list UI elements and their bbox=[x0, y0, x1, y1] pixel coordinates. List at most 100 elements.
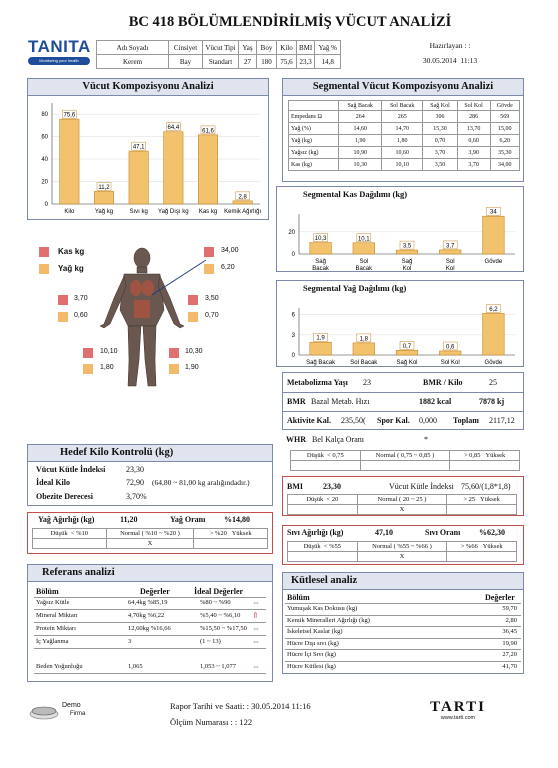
segmental-cell: 34,00 bbox=[489, 158, 521, 171]
value-tag bbox=[486, 304, 501, 313]
obesity-value: 3,70% bbox=[126, 492, 147, 501]
info-header: Yaş bbox=[238, 40, 257, 55]
reference-row-ideal: %80 ~ %90 bbox=[200, 599, 231, 606]
ideal-weight-value: 72,90 bbox=[126, 478, 144, 487]
segmental-cell: 286 bbox=[456, 110, 491, 123]
segmental-muscle-panel: Segmental Kas Dağılımı (kg) 0 20 10,3 Sağ Ba… bbox=[276, 186, 524, 272]
bar bbox=[128, 150, 149, 205]
activity-cal-label: Aktivite Kal. bbox=[287, 416, 331, 425]
bar-value-label: 34 bbox=[490, 210, 497, 216]
segmental-cell: 0,60 bbox=[456, 134, 491, 147]
trunk-yag-value: 6,20 bbox=[221, 264, 235, 271]
bmr-kcal: 1882 kcal bbox=[419, 397, 452, 406]
value-tag bbox=[96, 182, 112, 191]
segmental-cell: 3,90 bbox=[456, 146, 491, 159]
whr-desc: Bel Kalça Oranı bbox=[312, 435, 364, 444]
right-arm-kas-value: 3,50 bbox=[205, 295, 219, 302]
mass-header-part: Bölüm bbox=[287, 593, 310, 602]
yag-legend-swatch bbox=[39, 264, 49, 274]
category-label: Kol bbox=[446, 266, 455, 272]
y-tick-label: 0 bbox=[292, 252, 296, 258]
total-cal-label: Toplam bbox=[453, 416, 479, 425]
whr-scale: Düşük < 0,75 Normal ( 0,75 ~ 0,85 ) > 0,… bbox=[290, 450, 520, 471]
category-label: Sol bbox=[359, 259, 368, 265]
mass-row-name: Hücre Dışı sıvı (kg) bbox=[287, 639, 339, 647]
demo-logo: Demo Firma bbox=[28, 702, 108, 724]
segmental-table: Sağ Bacak Sol Bacak Sağ Kol Sol Kol Gövde Emp… bbox=[287, 100, 521, 171]
value-tag bbox=[486, 206, 501, 216]
segmental-cell: 15,30 bbox=[422, 122, 458, 135]
category-label: Yağ Dışı kg bbox=[158, 209, 189, 215]
bmi-formula: 75,60/(1,8*1,8) bbox=[461, 482, 511, 491]
reference-row-value: 4,70kg %6,22 bbox=[128, 612, 165, 619]
value-tag bbox=[356, 233, 372, 243]
segmental-column-header: Sağ Kol bbox=[422, 100, 458, 111]
total-cal-value: 2117,12 bbox=[489, 416, 515, 425]
bar-value-label: 10,1 bbox=[358, 236, 370, 242]
y-tick-label: 6 bbox=[292, 313, 296, 319]
sport-cal-label: Spor Kal. bbox=[377, 416, 410, 425]
water-scale-high: > %66 Yüksek bbox=[446, 541, 517, 552]
segmental-fat-chart: 0 3 6 1,9 Sağ Bacak 1,8 Sol Bacak 0,7 Sağ Kol 0,6… bbox=[292, 304, 515, 366]
segmental-cell: 35,30 bbox=[489, 146, 521, 159]
bar bbox=[482, 215, 505, 255]
body-composition-chart: 0 20 40 60 80 75,6 Kilo 11,2 Yağ kg 47,1 Sıvı kg 64… bbox=[41, 103, 262, 215]
body-composition-panel: Vücut Kompozisyonu Analizi 0 20 40 60 80 75,6… bbox=[27, 78, 269, 220]
reference-row-name: İç Yağlanma bbox=[36, 638, 69, 645]
segmental-cell: 306 bbox=[422, 110, 458, 123]
info-value: Kerem bbox=[96, 54, 169, 69]
fat-panel: Yağ Ağırlığı (kg) 11,20 Yağ Oranı %14,80… bbox=[27, 512, 273, 554]
segmental-cell: 3,70 bbox=[456, 158, 491, 171]
info-header: Adı Soyadı bbox=[96, 40, 169, 55]
bar bbox=[309, 242, 332, 255]
value-tag bbox=[166, 122, 181, 131]
prepared-by: Hazırlayan : : 30.05.2014 11:13 bbox=[400, 41, 500, 65]
mass-row-name: İskeletsel Kaslar (kg) bbox=[287, 628, 343, 635]
bmr-desc: Bazal Metab. Hızı bbox=[311, 397, 370, 406]
bar-value-label: 1,8 bbox=[360, 336, 369, 342]
y-tick-label: 60 bbox=[41, 135, 48, 141]
reference-title: Referans analizi bbox=[28, 565, 272, 582]
mass-panel: Kütlesel analiz Bölüm Değerler Yumuşak K… bbox=[282, 572, 524, 674]
category-label: Kemik Ağırlığı bbox=[224, 209, 261, 215]
bar-value-label: 47,1 bbox=[133, 145, 145, 151]
segmental-cell: 10,60 bbox=[381, 146, 424, 159]
bar bbox=[232, 200, 253, 205]
reference-row-name: Beden Yoğunluğu bbox=[36, 663, 83, 670]
bar-value-label: 10,3 bbox=[315, 236, 327, 242]
trunk-kas-value: 34,00 bbox=[221, 247, 239, 254]
segmental-cell: 3,50 bbox=[422, 158, 458, 171]
segmental-cell: 264 bbox=[338, 110, 383, 123]
y-tick-label: 0 bbox=[45, 202, 49, 208]
mass-row-value: 41,70 bbox=[502, 662, 517, 670]
arrow-both-icon: ⇔ bbox=[252, 624, 260, 633]
value-tag bbox=[200, 125, 216, 135]
obesity-label: Obezite Derecesi bbox=[36, 492, 93, 501]
info-value: 180 bbox=[256, 54, 277, 69]
segmental-row-label: Empedans Ω bbox=[287, 110, 340, 123]
measurement-number: Ölçüm Numarası : : 122 bbox=[170, 717, 253, 727]
segmental-muscle-chart: 02010,3SağBacak10,1SolBacak3,5SağKol3,7S… bbox=[288, 206, 515, 272]
report-datetime: Rapor Tarihi ve Saati: : 30.05.2014 11:1… bbox=[170, 701, 311, 711]
left-arm-yag-value: 0,60 bbox=[74, 312, 88, 319]
fat-scale-low: Düşük < %10 bbox=[32, 528, 107, 539]
yag-legend-label: Yağ kg bbox=[58, 264, 84, 273]
info-header: BMI bbox=[295, 40, 316, 55]
category-label: Bacak bbox=[355, 266, 373, 272]
mass-header-values: Değerler bbox=[485, 593, 515, 602]
metabolic-age-value: 23 bbox=[363, 378, 371, 387]
category-label: Sağ Kol bbox=[396, 360, 417, 366]
arrow-both-icon: ⇔ bbox=[252, 637, 260, 646]
water-weight-label: Sıvı Ağırlığı (kg) bbox=[287, 528, 344, 537]
segmental-fat-title: Segmental Yağ Dağılımı (kg) bbox=[303, 283, 407, 293]
segmental-cell: 0,70 bbox=[422, 134, 458, 147]
sport-cal-value: 0,000 bbox=[419, 416, 437, 425]
demo-label: Demo bbox=[62, 702, 81, 709]
tarti-brand: TARTI bbox=[430, 699, 486, 715]
left-leg-yag-swatch bbox=[83, 364, 93, 374]
bar bbox=[352, 242, 375, 255]
reference-row-ideal: %5,40 ~ %6,10 bbox=[200, 612, 241, 619]
value-tag bbox=[313, 332, 328, 342]
segmental-row-label: Kas (kg) bbox=[287, 158, 340, 171]
category-label: Sağ bbox=[315, 259, 326, 265]
